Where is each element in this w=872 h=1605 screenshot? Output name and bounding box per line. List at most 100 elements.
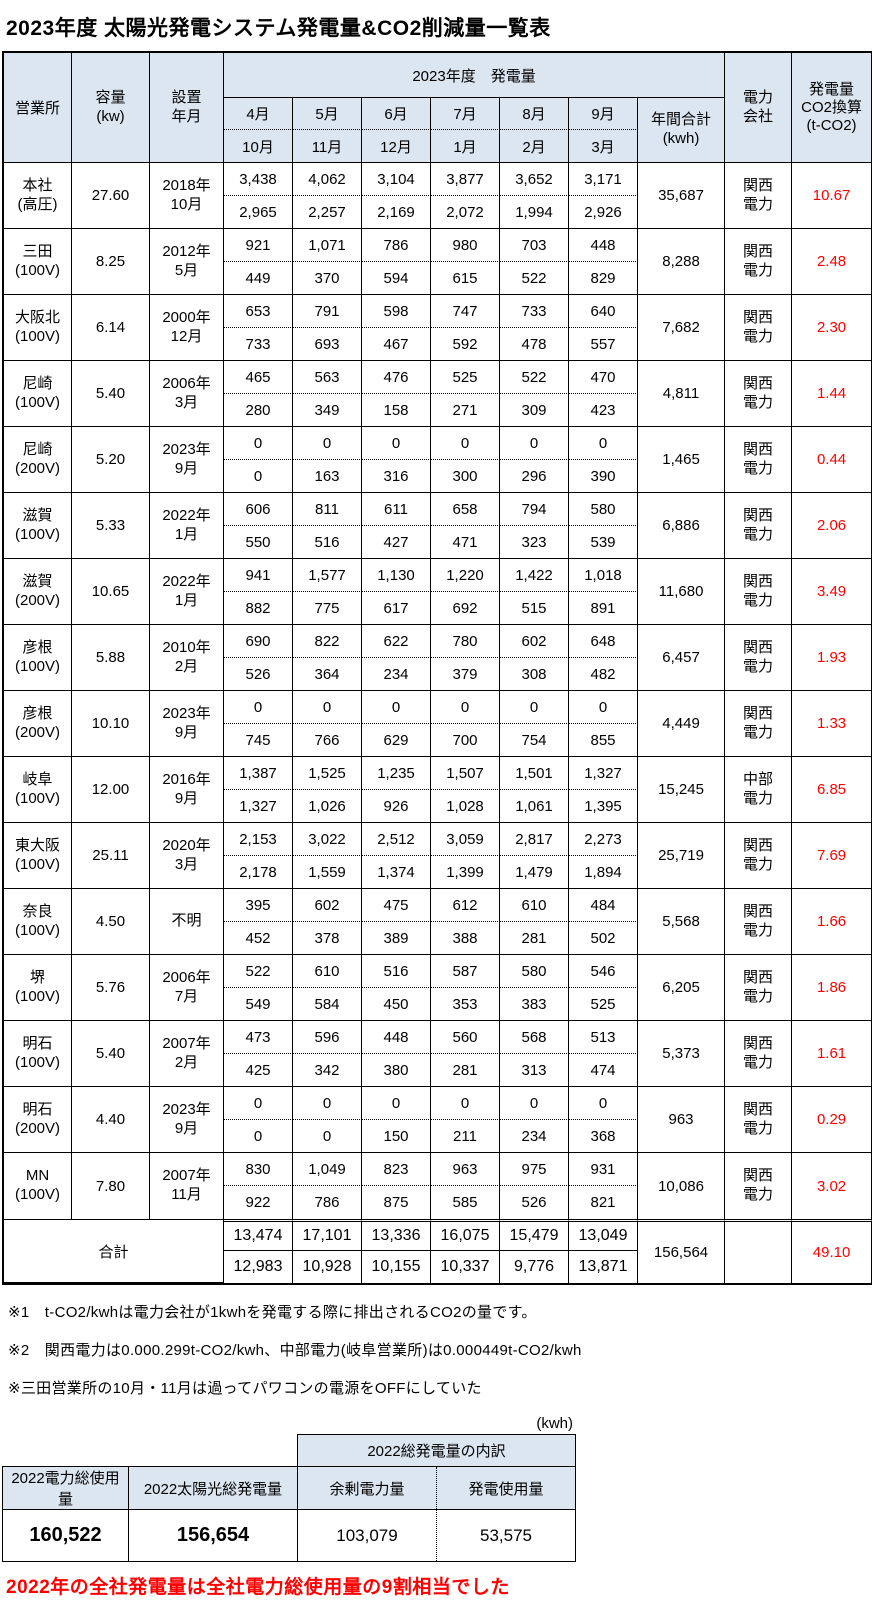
monthly-value: 0 [293,1120,362,1153]
monthly-value: 629 [362,724,431,757]
capacity-value: 10.65 [72,559,150,625]
monthly-value: 0 [293,1087,362,1120]
header-co2: 発電量 CO2換算 (t-CO2) [792,53,872,163]
monthly-value: 1,327 [224,790,293,823]
installed-date: 2023年 9月 [150,691,224,757]
monthly-value: 602 [293,889,362,922]
power-company: 関西 電力 [725,1021,793,1087]
header-capacity: 容量 (kw) [72,53,150,163]
monthly-value: 975 [500,1153,569,1186]
monthly-value: 594 [362,262,431,295]
co2-value: 6.85 [792,757,872,823]
monthly-value: 476 [362,361,431,394]
footer-note: 2022年の全社発電量は全社電力総使用量の9割相当でした [6,1577,510,1598]
monthly-value: 448 [569,229,638,262]
monthly-value: 617 [362,592,431,625]
total-label: 合計 [4,1219,224,1283]
co2-value: 1.86 [792,955,872,1021]
annual-total: 35,687 [638,163,726,229]
monthly-value: 692 [431,592,500,625]
monthly-value: 557 [569,328,638,361]
office-row: 尼崎 (200V) 5.20 2023年 9月 0 0 0 0 0 0 1,46… [4,427,872,493]
office-row: 本社 (高圧) 27.60 2018年 10月 3,438 4,062 3,10… [4,163,872,229]
monthly-value: 2,178 [224,856,293,889]
monthly-value: 471 [431,526,500,559]
monthly-value: 891 [569,592,638,625]
note-2: ※2 関西電力は0.000.299t-CO2/kwh、中部電力(岐阜営業所)は0… [8,1342,582,1359]
monthly-value: 875 [362,1186,431,1219]
capacity-value: 27.60 [72,163,150,229]
installed-date: 2020年 3月 [150,823,224,889]
monthly-value: 791 [293,295,362,328]
note-3: ※三田営業所の10月・11月は過ってパワコンの電源をOFFにしていた [8,1380,482,1397]
monthly-value: 733 [224,328,293,361]
co2-value: 2.48 [792,229,872,295]
annual-total: 4,449 [638,691,726,757]
total-monthly-value: 12,983 [224,1251,293,1283]
monthly-value: 580 [500,955,569,988]
monthly-value: 3,652 [500,163,569,196]
monthly-value: 281 [500,922,569,955]
monthly-value: 234 [500,1120,569,1153]
monthly-value: 2,169 [362,196,431,229]
office-name: 尼崎 (100V) [4,361,72,427]
office-name: 彦根 (200V) [4,691,72,757]
monthly-value: 602 [500,625,569,658]
summary-table: 2022総発電量の内訳 2022電力総使用量 2022太陽光総発電量 余剰電力量… [2,1434,576,1562]
monthly-value: 0 [293,691,362,724]
office-name: 堺 (100V) [4,955,72,1021]
capacity-value: 12.00 [72,757,150,823]
monthly-value: 1,061 [500,790,569,823]
office-row: 882 775 617 692 515 891 [4,592,872,625]
monthly-value: 786 [293,1186,362,1219]
header-generation-group: 2023年度 発電量 [224,53,726,98]
office-row: 東大阪 (100V) 25.11 2020年 3月 2,153 3,022 2,… [4,823,872,889]
monthly-value: 370 [293,262,362,295]
monthly-value: 0 [569,427,638,460]
monthly-value: 484 [569,889,638,922]
monthly-value: 610 [293,955,362,988]
monthly-value: 745 [224,724,293,757]
power-company: 関西 電力 [725,163,793,229]
monthly-value: 427 [362,526,431,559]
empty-cell [129,1435,298,1467]
monthly-value: 364 [293,658,362,691]
monthly-value: 353 [431,988,500,1021]
monthly-value: 1,479 [500,856,569,889]
monthly-value: 931 [569,1153,638,1186]
total-company [725,1219,793,1283]
power-company: 関西 電力 [725,229,793,295]
total-monthly-value: 10,928 [293,1251,362,1283]
monthly-value: 775 [293,592,362,625]
header-office: 営業所 [4,53,72,163]
monthly-value: 703 [500,229,569,262]
monthly-value: 2,817 [500,823,569,856]
monthly-value: 585 [431,1186,500,1219]
monthly-value: 296 [500,460,569,493]
header-month: 10月 [224,130,293,163]
monthly-value: 2,965 [224,196,293,229]
capacity-value: 5.88 [72,625,150,691]
table-header-row: 営業所 容量 (kw) 設置 年月 2023年度 発電量 電力 会社 発電量 C… [4,53,872,163]
monthly-value: 0 [362,691,431,724]
office-row: 滋賀 (200V) 10.65 2022年 1月 941 1,577 1,130… [4,559,872,625]
office-row: 奈良 (100V) 4.50 不明 395 602 475 612 610 48… [4,889,872,955]
annual-total: 7,682 [638,295,726,361]
installed-date: 2023年 9月 [150,427,224,493]
installed-date: 2006年 7月 [150,955,224,1021]
monthly-value: 598 [362,295,431,328]
office-row: 452 378 389 388 281 502 [4,922,872,955]
office-row: 733 693 467 592 478 557 [4,328,872,361]
total-monthly-value: 13,871 [569,1251,638,1283]
monthly-value: 1,399 [431,856,500,889]
monthly-value: 733 [500,295,569,328]
monthly-value: 2,072 [431,196,500,229]
monthly-value: 693 [293,328,362,361]
monthly-value: 470 [569,361,638,394]
monthly-value: 482 [569,658,638,691]
monthly-value: 349 [293,394,362,427]
office-name: 大阪北 (100V) [4,295,72,361]
monthly-value: 395 [224,889,293,922]
monthly-value: 323 [500,526,569,559]
co2-value: 2.30 [792,295,872,361]
